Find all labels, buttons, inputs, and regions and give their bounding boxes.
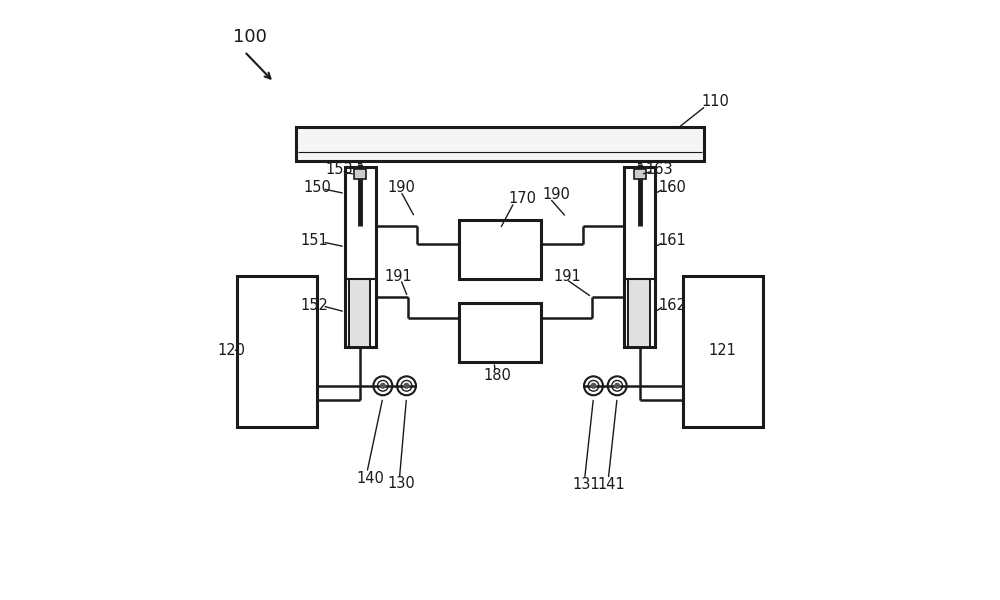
Bar bbox=[345, 167, 376, 347]
Text: 162: 162 bbox=[659, 298, 686, 313]
Text: 190: 190 bbox=[388, 180, 415, 195]
Text: 131: 131 bbox=[573, 477, 600, 492]
Bar bbox=[624, 167, 655, 347]
Text: 152: 152 bbox=[301, 298, 328, 313]
Bar bbox=[459, 220, 541, 279]
Circle shape bbox=[404, 383, 409, 388]
Text: 141: 141 bbox=[598, 477, 625, 492]
Bar bbox=[628, 279, 650, 347]
Text: 191: 191 bbox=[553, 269, 581, 284]
Bar bbox=[349, 279, 370, 347]
Text: 100: 100 bbox=[233, 28, 266, 46]
Text: 160: 160 bbox=[659, 180, 686, 195]
Text: 153: 153 bbox=[325, 163, 353, 178]
Text: 130: 130 bbox=[388, 476, 415, 491]
Text: 151: 151 bbox=[301, 233, 328, 248]
Text: 190: 190 bbox=[543, 187, 570, 202]
Text: 170: 170 bbox=[509, 191, 537, 206]
Bar bbox=[683, 277, 763, 427]
Text: 191: 191 bbox=[385, 269, 412, 284]
Text: 180: 180 bbox=[483, 368, 511, 383]
Circle shape bbox=[380, 383, 385, 388]
Circle shape bbox=[591, 383, 596, 388]
Text: 120: 120 bbox=[217, 343, 245, 358]
Bar bbox=[354, 169, 366, 179]
Bar bbox=[296, 127, 704, 161]
Text: 110: 110 bbox=[701, 94, 729, 109]
Text: 140: 140 bbox=[357, 471, 385, 486]
Text: 163: 163 bbox=[645, 163, 673, 178]
Bar bbox=[237, 277, 317, 427]
Circle shape bbox=[615, 383, 620, 388]
Bar bbox=[459, 303, 541, 362]
Text: 161: 161 bbox=[659, 233, 686, 248]
Bar bbox=[634, 169, 646, 179]
Text: 150: 150 bbox=[304, 180, 331, 195]
Text: 121: 121 bbox=[708, 343, 736, 358]
